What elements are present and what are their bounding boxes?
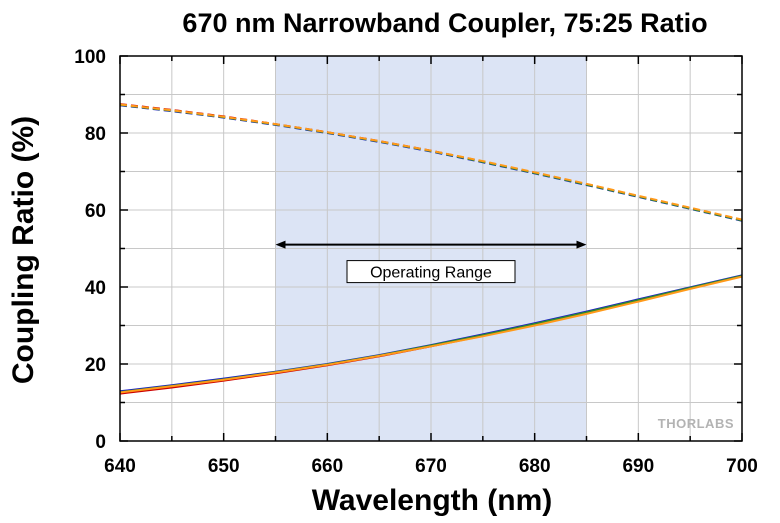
thorlabs-logo: THORLABS xyxy=(658,416,734,431)
y-tick-label: 80 xyxy=(85,124,106,145)
operating-range-label-box xyxy=(346,260,516,284)
series-line-dashed-7 xyxy=(119,103,743,221)
y-tick-label: 60 xyxy=(85,201,106,222)
operating-range-arrow-right-head xyxy=(576,240,587,249)
series-layer xyxy=(119,103,743,395)
operating-range-label: Operating Range xyxy=(370,265,492,282)
plot-frame xyxy=(119,55,743,442)
x-tick-label: 640 xyxy=(104,456,136,477)
tick-label-layer: 640 650 660 670 680 690 700 0 20 40 60 80 100 xyxy=(74,47,758,477)
x-tick-label: 700 xyxy=(726,456,758,477)
y-tick-label: 0 xyxy=(95,432,106,453)
operating-range-arrow-left-head xyxy=(275,240,286,249)
x-tick-label: 660 xyxy=(311,456,343,477)
y-tick-label: 20 xyxy=(85,355,106,376)
x-tick-label: 680 xyxy=(519,456,551,477)
annotation-layer: Operating Range xyxy=(275,240,587,284)
y-tick-label: 40 xyxy=(85,278,106,299)
x-tick-label: 670 xyxy=(415,456,447,477)
chart-title: 670 nm Narrowband Coupler, 75:25 Ratio xyxy=(182,8,707,38)
x-tick-label: 690 xyxy=(622,456,654,477)
x-tick-label: 650 xyxy=(208,456,240,477)
grid-layer xyxy=(120,56,742,441)
series-line-solid-3 xyxy=(119,275,743,394)
x-axis-label: Wavelength (nm) xyxy=(312,484,553,517)
y-tick-label: 100 xyxy=(74,47,106,68)
y-axis-label: Coupling Ratio (%) xyxy=(7,116,40,384)
